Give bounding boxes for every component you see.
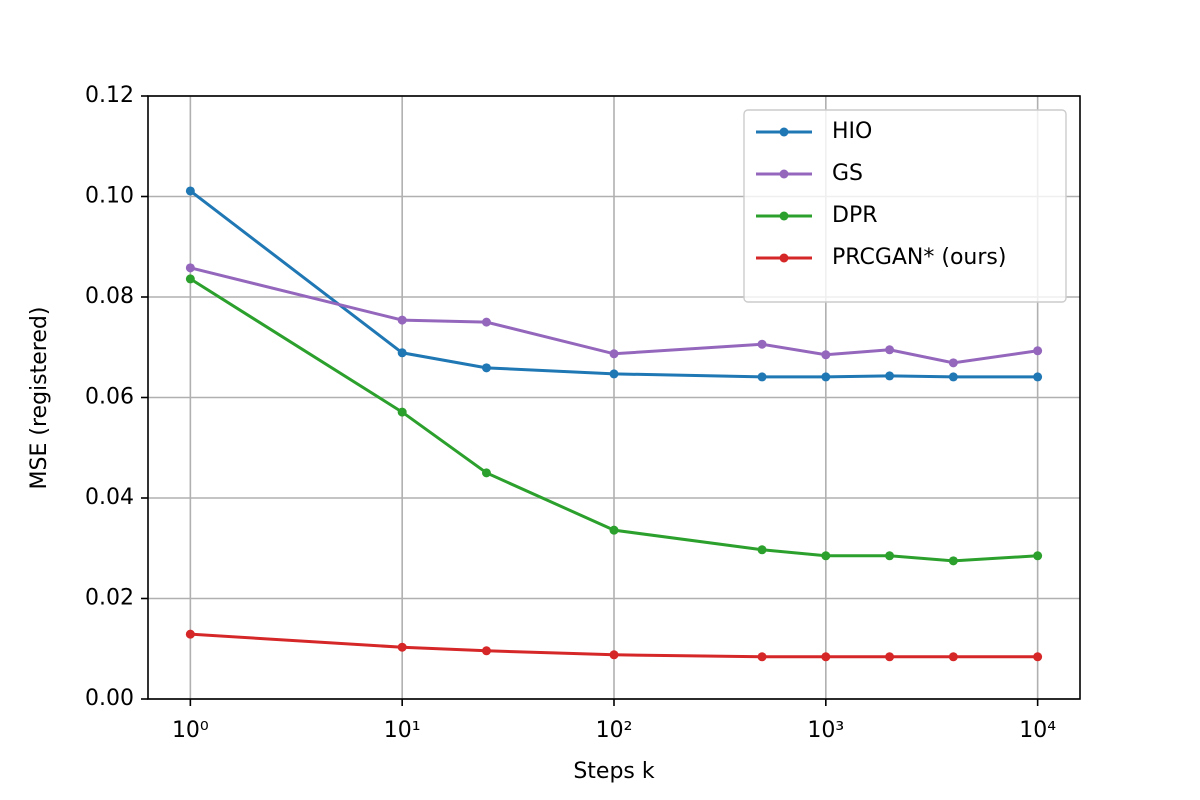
data-point	[185, 263, 195, 273]
data-point	[885, 371, 895, 381]
data-point	[609, 525, 619, 535]
y-tick-label: 0.04	[85, 485, 134, 510]
data-point	[397, 642, 407, 652]
x-axis-label: Steps k	[573, 759, 655, 784]
x-tick-label: 10²	[596, 718, 633, 743]
data-point	[397, 348, 407, 358]
y-tick-label: 0.10	[85, 184, 134, 209]
legend-label: PRCGAN* (ours)	[832, 245, 1006, 270]
legend-label: HIO	[832, 119, 872, 144]
y-tick-label: 0.12	[85, 83, 134, 108]
data-point	[481, 646, 491, 656]
data-point	[885, 345, 895, 355]
data-point	[885, 551, 895, 561]
data-point	[821, 551, 831, 561]
x-tick-label: 10¹	[384, 718, 421, 743]
data-point	[481, 363, 491, 373]
data-point	[1033, 372, 1043, 382]
legend-box	[743, 109, 1067, 303]
data-point	[948, 372, 958, 382]
legend-marker	[779, 253, 789, 263]
data-point	[757, 545, 767, 555]
y-tick-label: 0.00	[85, 686, 134, 711]
data-point	[609, 369, 619, 379]
data-point	[609, 650, 619, 660]
data-point	[821, 350, 831, 360]
y-axis-label: MSE (registered)	[27, 307, 52, 490]
data-point	[185, 186, 195, 196]
data-point	[397, 407, 407, 417]
data-point	[948, 652, 958, 662]
x-tick-label: 10⁰	[172, 718, 209, 743]
data-point	[948, 556, 958, 566]
data-point	[757, 372, 767, 382]
legend-label: DPR	[832, 203, 878, 228]
data-point	[821, 372, 831, 382]
data-point	[1033, 551, 1043, 561]
plot-frame	[147, 95, 1081, 700]
data-point	[609, 349, 619, 359]
data-point	[757, 339, 767, 349]
legend-label: GS	[832, 161, 863, 186]
data-point	[1033, 346, 1043, 356]
data-point	[757, 652, 767, 662]
data-point	[821, 652, 831, 662]
legend-marker	[779, 169, 789, 179]
data-point	[185, 629, 195, 639]
legend-marker	[779, 211, 789, 221]
y-tick-label: 0.02	[85, 586, 134, 611]
data-point	[397, 315, 407, 325]
data-point	[185, 274, 195, 284]
y-tick-label: 0.06	[85, 385, 134, 410]
data-point	[481, 317, 491, 327]
x-tick-label: 10³	[807, 718, 844, 743]
y-tick-label: 0.08	[85, 284, 134, 309]
data-point	[948, 358, 958, 368]
x-tick-label: 10⁴	[1019, 718, 1056, 743]
data-point	[885, 652, 895, 662]
data-point	[481, 468, 491, 478]
legend-marker	[779, 127, 789, 137]
data-point	[1033, 652, 1043, 662]
